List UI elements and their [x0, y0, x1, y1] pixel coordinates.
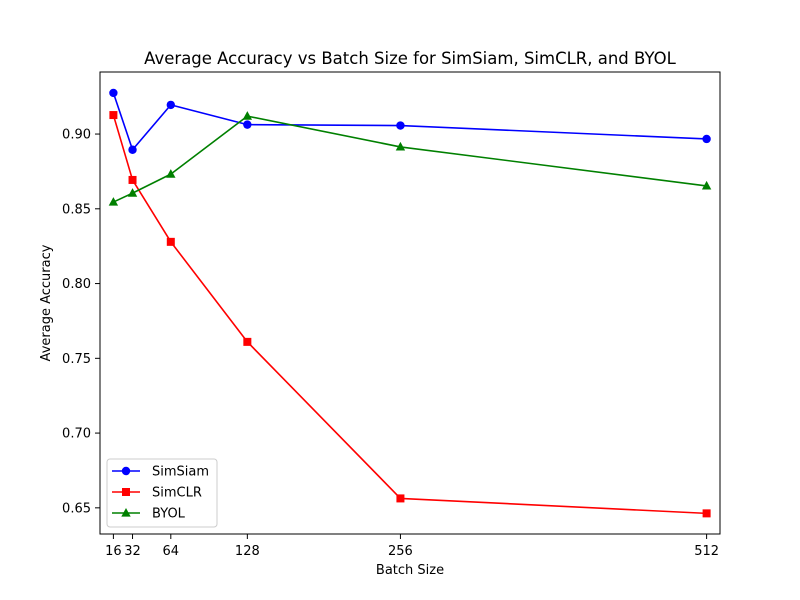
data-point-byol: [127, 188, 138, 197]
data-point-simclr: [109, 111, 118, 120]
y-tick-label: 0.65: [62, 501, 91, 516]
series-line-simsiam: [112, 92, 707, 151]
chart-title: Average Accuracy vs Batch Size for SimSi…: [144, 49, 676, 68]
data-point-byol: [395, 141, 406, 151]
x-tick-label: 256: [388, 544, 413, 559]
y-tick-label: 0.80: [62, 277, 91, 292]
legend-label-simclr: SimCLR: [152, 486, 202, 501]
data-point-simsiam: [243, 120, 252, 129]
y-tick-label: 0.85: [62, 202, 91, 217]
legend-marker-byol: [121, 508, 131, 517]
y-axis-ticks: 0.65 0.70 0.75 0.80 0.85 0.90: [62, 128, 100, 516]
x-axis-label: Batch Size: [376, 563, 444, 578]
data-point-byol: [108, 197, 119, 206]
series-line-simclr: [112, 114, 707, 515]
x-tick-label: 32: [124, 544, 141, 559]
x-tick-label: 16: [105, 544, 122, 559]
data-point-simclr: [702, 509, 711, 518]
legend-marker-simclr: [122, 488, 130, 496]
x-tick-label: 512: [694, 544, 719, 559]
data-point-simclr: [128, 175, 137, 184]
data-point-byol: [166, 169, 176, 178]
x-tick-label: 64: [163, 544, 180, 559]
data-point-simsiam: [109, 88, 118, 98]
data-point-byol: [701, 180, 712, 190]
data-point-simclr: [166, 237, 175, 246]
data-point-simclr: [243, 337, 252, 346]
legend-label-simsiam: SimSiam: [152, 465, 209, 480]
x-tick-label: 128: [235, 544, 260, 559]
legend-label-byol: BYOL: [152, 507, 186, 522]
data-point-simclr: [396, 494, 405, 503]
series-line-byol: [113, 115, 707, 203]
data-point-simsiam: [166, 100, 176, 110]
y-tick-label: 0.75: [62, 352, 91, 367]
legend-marker-simsiam: [121, 466, 131, 476]
y-tick-label: 0.90: [62, 128, 91, 143]
plot-frame: [99, 71, 721, 535]
y-tick-label: 0.70: [62, 427, 91, 442]
data-point-simsiam: [396, 121, 405, 130]
legend-box: [106, 458, 218, 528]
x-axis-ticks: 16 32 64 128 256 512: [105, 534, 719, 559]
y-axis-label: Average Accuracy: [39, 244, 54, 361]
data-point-byol: [242, 111, 253, 120]
plot-marks: [108, 88, 712, 518]
data-point-simsiam: [128, 145, 137, 154]
data-point-simsiam: [702, 134, 711, 144]
legend: SimSiam SimCLR BYOL: [106, 458, 218, 528]
